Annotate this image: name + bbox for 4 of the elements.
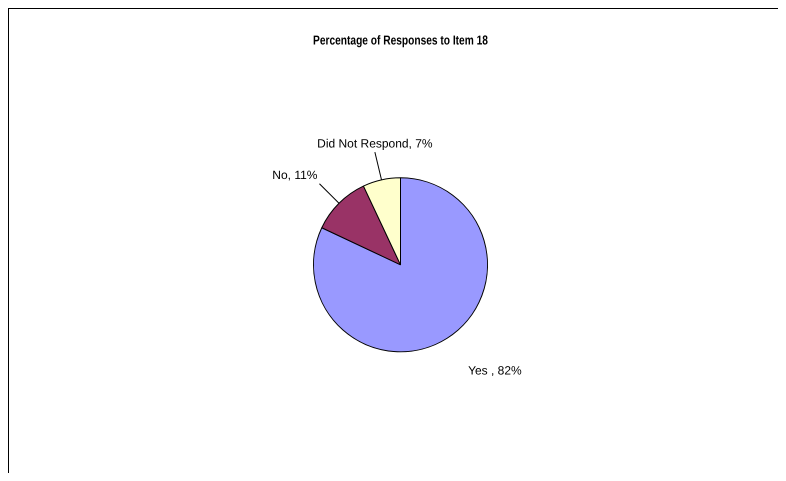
chart-title: Percentage of Responses to Item 18 [313, 33, 488, 48]
slice-label: No, 11% [272, 168, 318, 182]
slice-label: Did Not Respond, 7% [317, 136, 433, 150]
slice-label: Yes , 82% [468, 364, 522, 378]
